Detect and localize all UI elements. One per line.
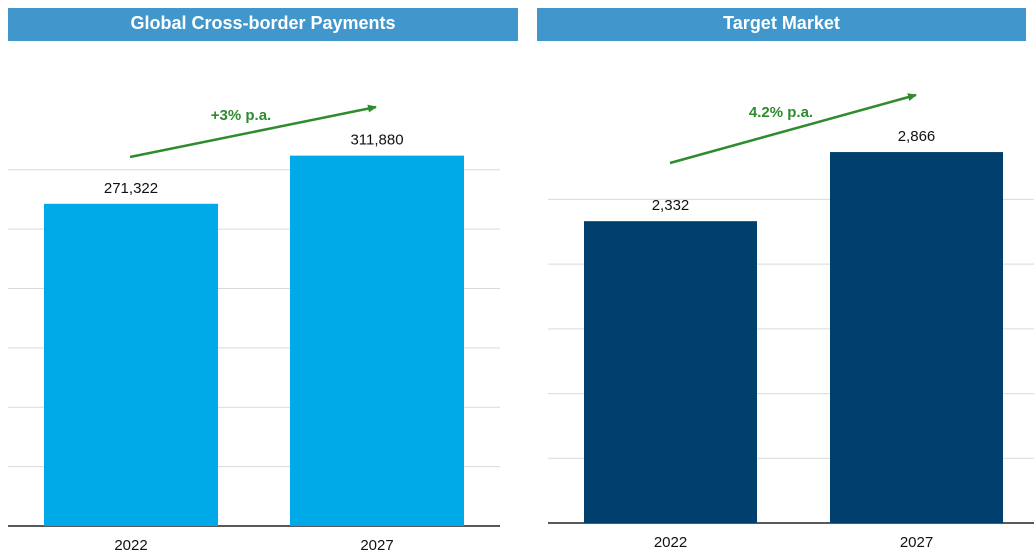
growth-arrow bbox=[669, 93, 917, 165]
growth-annotation: 4.2% p.a. bbox=[749, 104, 813, 121]
value-label: 2,866 bbox=[898, 128, 936, 145]
bar bbox=[44, 203, 218, 527]
growth-arrow bbox=[129, 104, 377, 159]
bar bbox=[584, 221, 757, 523]
x-tick-label: 2022 bbox=[654, 534, 687, 551]
bar bbox=[290, 155, 464, 526]
title-bar bbox=[537, 8, 1026, 41]
title-bar bbox=[8, 8, 518, 41]
x-tick-label: 2027 bbox=[360, 537, 393, 554]
chart-title: Global Cross-border Payments bbox=[130, 13, 395, 33]
bar bbox=[830, 152, 1003, 523]
chart-title: Target Market bbox=[723, 13, 840, 33]
growth-annotation: +3% p.a. bbox=[211, 107, 271, 124]
x-tick-label: 2027 bbox=[900, 534, 933, 551]
x-tick-label: 2022 bbox=[114, 537, 147, 554]
value-label: 2,332 bbox=[652, 197, 690, 214]
value-label: 311,880 bbox=[350, 132, 403, 149]
value-label: 271,322 bbox=[104, 180, 158, 197]
